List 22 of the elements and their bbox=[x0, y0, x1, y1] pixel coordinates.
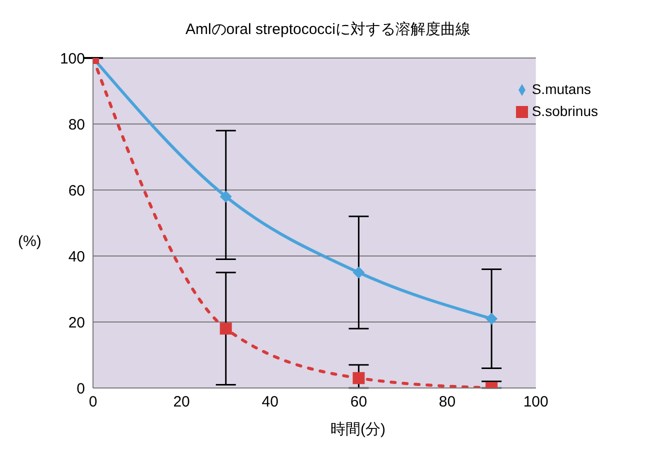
legend-label: S.mutans bbox=[532, 81, 591, 97]
y-tick-label: 100 bbox=[60, 50, 85, 68]
legend-label: S.sobrinus bbox=[532, 103, 598, 119]
point bbox=[486, 312, 498, 325]
y-tick-label: 80 bbox=[68, 116, 85, 134]
x-axis-title: 時間(分) bbox=[330, 420, 386, 439]
y-tick-label: 20 bbox=[68, 314, 85, 332]
x-tick-label: 60 bbox=[350, 394, 368, 411]
y-tick-label: 0 bbox=[76, 380, 85, 398]
x-tick-label: 20 bbox=[173, 394, 190, 411]
x-tick-label: 100 bbox=[523, 394, 548, 411]
x-tick-label: 40 bbox=[262, 394, 278, 411]
y-tick-label: 40 bbox=[68, 248, 85, 266]
point bbox=[352, 372, 365, 384]
point bbox=[220, 190, 232, 203]
x-tick-label: 0 bbox=[88, 394, 98, 411]
chart-title: Amlのoral streptococciに対する溶解度曲線 bbox=[184, 20, 472, 40]
point bbox=[220, 322, 232, 335]
point bbox=[352, 266, 365, 278]
y-tick-label: 60 bbox=[68, 182, 85, 200]
x-tick-label: 80 bbox=[438, 394, 456, 411]
y-axis-title: (%) bbox=[18, 233, 42, 250]
